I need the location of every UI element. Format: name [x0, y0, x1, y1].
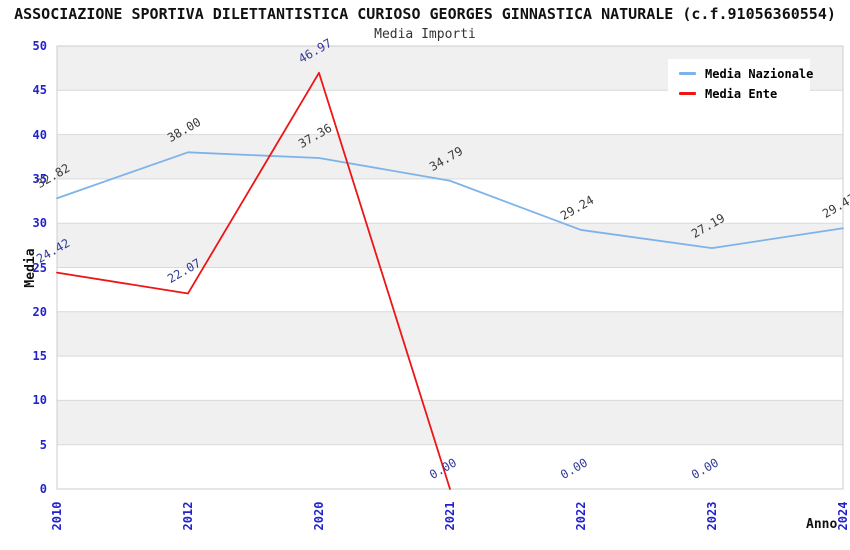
y-tick: 45	[32, 83, 47, 98]
series-line-0	[56, 151, 844, 249]
media-ente-line-swatch	[679, 92, 696, 95]
y-tick: 30	[32, 216, 47, 231]
y-tick: 15	[32, 349, 47, 364]
x-axis-title: Anno	[806, 517, 838, 532]
x-tick: 2023	[705, 501, 719, 531]
x-tick: 2010	[50, 501, 64, 531]
legend-label: Media Nazionale	[705, 66, 814, 81]
x-tick: 2024	[836, 501, 850, 531]
y-tick: 50	[32, 39, 47, 53]
x-tick: 2021	[443, 501, 457, 531]
y-tick: 0	[39, 482, 47, 496]
y-tick: 40	[32, 127, 47, 142]
media-nazionale-line-swatch	[679, 72, 696, 75]
y-tick: 25	[32, 260, 47, 275]
legend: Media Nazionale Media Ente	[668, 59, 813, 108]
chart-subtitle: Media Importi	[374, 27, 476, 42]
y-tick: 10	[32, 393, 47, 408]
y-tick: 20	[32, 304, 47, 319]
y-tick: 35	[32, 171, 47, 186]
x-tick: 2012	[181, 501, 195, 531]
legend-item-media-ente: Media Ente	[679, 86, 802, 101]
y-tick: 5	[39, 437, 47, 452]
x-tick: 2022	[574, 501, 588, 531]
x-tick: 2020	[312, 501, 326, 531]
series-line-1	[56, 71, 451, 490]
legend-label: Media Ente	[705, 86, 778, 101]
y-axis-title: Media	[23, 248, 38, 288]
chart-title: ASSOCIAZIONE SPORTIVA DILETTANTISTICA CU…	[14, 5, 836, 23]
band-group	[57, 46, 843, 445]
legend-item-media-nazionale: Media Nazionale	[679, 66, 813, 81]
